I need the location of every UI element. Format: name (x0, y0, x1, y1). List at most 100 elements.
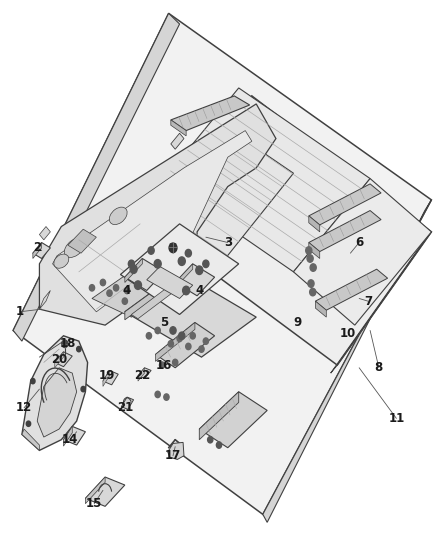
Polygon shape (199, 392, 239, 440)
Polygon shape (315, 269, 388, 310)
Circle shape (100, 279, 106, 286)
Polygon shape (162, 136, 293, 269)
Polygon shape (64, 426, 72, 446)
Circle shape (179, 332, 185, 340)
Polygon shape (199, 392, 267, 448)
Polygon shape (162, 88, 370, 272)
Circle shape (178, 257, 185, 265)
Polygon shape (331, 232, 431, 373)
Polygon shape (13, 13, 180, 341)
Polygon shape (138, 368, 145, 381)
Circle shape (183, 286, 190, 295)
Text: 17: 17 (165, 449, 181, 462)
Circle shape (159, 362, 165, 368)
Polygon shape (158, 96, 431, 365)
Circle shape (124, 287, 130, 294)
Circle shape (154, 260, 161, 268)
Text: 19: 19 (99, 369, 116, 382)
Polygon shape (39, 227, 50, 240)
Polygon shape (171, 133, 184, 149)
Circle shape (169, 243, 177, 253)
Text: 12: 12 (16, 401, 32, 414)
Circle shape (203, 338, 208, 344)
Polygon shape (315, 301, 326, 317)
Polygon shape (138, 368, 151, 378)
Text: 4: 4 (123, 284, 131, 297)
Polygon shape (155, 322, 195, 361)
Circle shape (173, 359, 178, 366)
Text: 9: 9 (294, 316, 302, 329)
Polygon shape (175, 264, 215, 296)
Circle shape (199, 346, 204, 352)
Text: 20: 20 (51, 353, 67, 366)
Circle shape (308, 280, 314, 287)
Polygon shape (125, 272, 180, 320)
Polygon shape (53, 131, 252, 312)
Polygon shape (171, 120, 186, 136)
Polygon shape (121, 397, 134, 409)
Polygon shape (309, 216, 320, 232)
Circle shape (196, 266, 203, 274)
Polygon shape (103, 370, 110, 386)
Polygon shape (131, 280, 184, 319)
Circle shape (77, 346, 81, 352)
Text: 6: 6 (355, 236, 363, 249)
Polygon shape (55, 352, 72, 367)
Circle shape (190, 333, 195, 339)
Circle shape (89, 285, 95, 291)
Circle shape (310, 288, 316, 296)
Circle shape (62, 340, 68, 348)
Polygon shape (22, 336, 88, 450)
Polygon shape (168, 442, 184, 459)
Text: 4: 4 (195, 284, 203, 297)
Polygon shape (263, 200, 431, 522)
Circle shape (185, 249, 191, 257)
Text: 16: 16 (156, 359, 173, 372)
Text: 22: 22 (134, 369, 151, 382)
Circle shape (310, 264, 316, 271)
Text: 21: 21 (117, 401, 133, 414)
Text: 3: 3 (224, 236, 232, 249)
Circle shape (155, 327, 160, 334)
Circle shape (208, 437, 213, 443)
Circle shape (307, 255, 313, 262)
Circle shape (113, 285, 119, 291)
Polygon shape (33, 243, 50, 259)
Polygon shape (37, 368, 77, 437)
Polygon shape (293, 179, 431, 325)
Circle shape (107, 290, 112, 296)
Circle shape (31, 378, 35, 384)
Circle shape (164, 394, 169, 400)
Circle shape (26, 421, 31, 426)
Ellipse shape (54, 254, 69, 268)
Circle shape (155, 391, 160, 398)
Text: 18: 18 (60, 337, 76, 350)
Polygon shape (55, 352, 64, 368)
Ellipse shape (64, 238, 85, 257)
Circle shape (216, 442, 222, 448)
Polygon shape (125, 259, 142, 282)
Text: 7: 7 (364, 295, 372, 308)
Circle shape (134, 281, 141, 289)
Polygon shape (120, 224, 239, 314)
Polygon shape (125, 272, 256, 357)
Polygon shape (309, 243, 320, 259)
Circle shape (148, 247, 154, 254)
Polygon shape (175, 264, 193, 288)
Polygon shape (103, 370, 118, 385)
Circle shape (130, 265, 137, 273)
Polygon shape (125, 259, 164, 290)
Polygon shape (158, 96, 258, 243)
Polygon shape (309, 184, 381, 225)
Text: 15: 15 (86, 497, 102, 510)
Polygon shape (39, 290, 50, 309)
Circle shape (168, 341, 173, 347)
Circle shape (177, 335, 182, 342)
Text: 10: 10 (340, 327, 357, 340)
Text: 14: 14 (62, 433, 78, 446)
Circle shape (186, 343, 191, 350)
Circle shape (170, 327, 176, 334)
Polygon shape (85, 477, 105, 504)
Polygon shape (13, 13, 431, 514)
Polygon shape (68, 229, 96, 253)
